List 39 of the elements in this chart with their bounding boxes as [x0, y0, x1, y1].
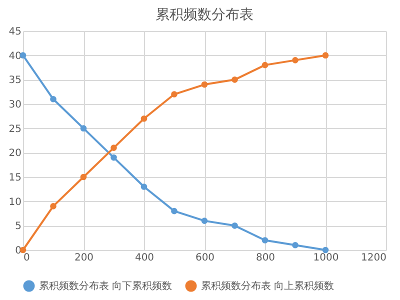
point — [50, 96, 56, 102]
point — [80, 174, 87, 180]
y-tick-label: 15 — [8, 172, 22, 184]
point — [201, 218, 208, 224]
point — [262, 237, 268, 244]
point — [232, 76, 238, 83]
point — [171, 91, 178, 98]
y-tick-label: 5 — [15, 221, 22, 232]
point — [322, 246, 329, 254]
y-tick-label: 10 — [8, 196, 22, 208]
point — [322, 52, 329, 58]
y-tick-label: 40 — [8, 50, 22, 62]
point — [50, 203, 56, 210]
point — [80, 125, 87, 132]
y-tick-label: 30 — [8, 100, 22, 110]
point — [232, 222, 238, 229]
x-tick-label: 200 — [74, 252, 94, 264]
point — [110, 154, 117, 161]
legend-label: 累积频数分布表 向下累积频数 — [39, 280, 172, 292]
point — [140, 115, 148, 122]
x-tick-label: 400 — [134, 252, 154, 264]
y-tick-label: 20 — [8, 148, 22, 160]
point — [171, 208, 178, 214]
point — [292, 57, 298, 64]
y-tick-label: 45 — [8, 26, 22, 38]
chart-title: 累积频数分布表 — [156, 7, 254, 23]
point — [140, 184, 148, 190]
y-tick-label: 25 — [8, 124, 22, 135]
y-tick-label: 35 — [8, 75, 22, 86]
point — [262, 62, 268, 68]
point — [110, 144, 117, 151]
x-tick-label: 800 — [256, 252, 276, 264]
point — [201, 81, 208, 88]
x-tick-label: 600 — [195, 252, 215, 264]
x-tick-label: 1200 — [361, 252, 386, 264]
legend-label: 累积频数分布表 向上累积频数 — [201, 280, 334, 292]
x-tick-label: 0 — [24, 252, 30, 264]
x-tick-label: 1000 — [313, 252, 339, 264]
point — [292, 242, 298, 248]
